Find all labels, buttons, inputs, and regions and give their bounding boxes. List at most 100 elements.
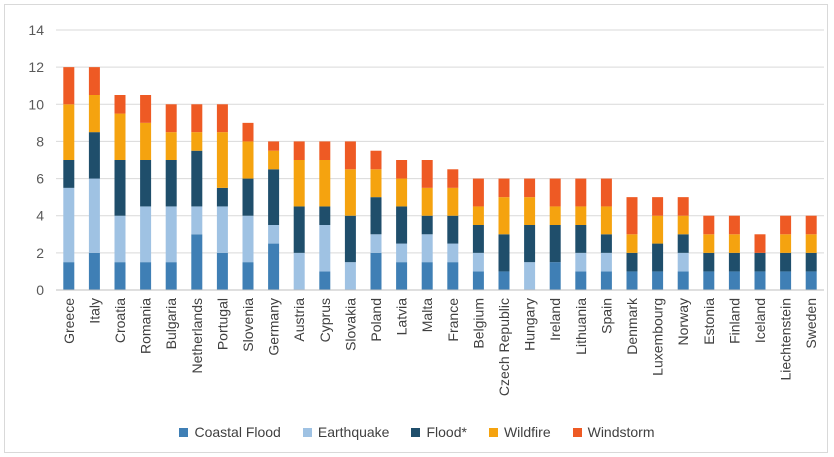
legend: Coastal Flood Earthquake Flood* Wildfire…	[0, 424, 834, 440]
bar-segment-windstorm	[396, 160, 408, 179]
bar-segment-wildfire	[370, 169, 382, 198]
bar-segment-flood	[114, 160, 126, 216]
bar-segment-coastal-flood	[88, 252, 100, 290]
bar-segment-windstorm	[498, 178, 510, 198]
bar-segment-flood	[524, 225, 536, 263]
bar-segment-windstorm	[805, 215, 817, 235]
bar-segment-earthquake	[140, 206, 152, 263]
bar-segment-earthquake	[396, 243, 408, 263]
x-tick-label: Greece	[61, 298, 77, 344]
bar-segment-flood	[370, 197, 382, 235]
bar-segment-wildfire	[293, 160, 305, 207]
x-tick-label: Cyprus	[317, 298, 333, 342]
bar-segment-flood	[319, 206, 331, 225]
x-tick-label: Liechtenstein	[778, 298, 794, 381]
y-axis-ticks: 0 2 4 6 8 10 12 14	[28, 22, 44, 298]
bar-segment-flood	[191, 150, 203, 207]
x-tick-label: Hungary	[522, 298, 538, 351]
bar-segment-windstorm	[319, 141, 331, 160]
bar-segment-coastal-flood	[728, 271, 740, 290]
bar-segment-wildfire	[575, 206, 587, 225]
bar-segment-flood	[293, 206, 305, 253]
legend-swatch-flood	[411, 427, 421, 437]
bar-segment-flood	[652, 243, 664, 272]
bar-segment-flood	[344, 215, 356, 263]
bar-segment-earthquake	[293, 252, 305, 290]
x-tick-label: Poland	[368, 298, 384, 342]
legend-swatch-wildfire	[488, 427, 498, 437]
bar-segment-coastal-flood	[396, 262, 408, 290]
bar-segment-flood	[754, 252, 766, 272]
bar-segment-earthquake	[63, 187, 75, 263]
bar-segment-flood	[88, 132, 100, 179]
bar-segment-windstorm	[728, 215, 740, 235]
bar-segment-windstorm	[524, 178, 536, 198]
x-tick-label: Denmark	[624, 297, 640, 355]
bar-segment-coastal-flood	[140, 262, 152, 290]
bar-segment-earthquake	[114, 215, 126, 263]
bar-segment-windstorm	[63, 67, 75, 105]
bar-segment-coastal-flood	[677, 271, 689, 290]
bar-segment-coastal-flood	[652, 271, 664, 290]
y-tick-label: 12	[28, 59, 44, 75]
x-tick-label: Slovakia	[342, 298, 358, 351]
bar-segment-coastal-flood	[165, 262, 177, 290]
bar-segment-earthquake	[344, 262, 356, 290]
bar-segment-windstorm	[575, 178, 587, 207]
x-tick-label: Spain	[598, 298, 614, 334]
x-tick-label: Ireland	[547, 298, 563, 341]
bar-segment-wildfire	[498, 197, 510, 235]
bar-segment-flood	[165, 160, 177, 207]
bar-segment-earthquake	[447, 243, 459, 263]
bar-segment-wildfire	[524, 197, 536, 225]
x-tick-label: Lithuania	[573, 298, 589, 355]
bar-segment-flood	[63, 160, 75, 188]
legend-label: Earthquake	[317, 424, 390, 440]
legend-label: Coastal Flood	[194, 424, 281, 440]
bar-segment-windstorm	[370, 150, 382, 170]
bar-segment-flood	[728, 252, 740, 272]
bar-segment-wildfire	[63, 104, 75, 160]
bar-segment-earthquake	[370, 234, 382, 253]
bar-segment-windstorm	[191, 104, 203, 133]
y-tick-label: 8	[36, 133, 44, 149]
bar-segment-flood	[268, 169, 280, 225]
bar-segment-flood	[805, 252, 817, 272]
x-tick-label: Austria	[291, 298, 307, 342]
bar-segment-coastal-flood	[191, 234, 203, 290]
bar-segment-windstorm	[447, 169, 459, 188]
bar-segment-windstorm	[472, 178, 484, 207]
bar-segment-wildfire	[703, 234, 715, 253]
bar-segment-windstorm	[780, 215, 792, 235]
bar-segment-earthquake	[421, 234, 433, 263]
bar-segment-flood	[396, 206, 408, 244]
bar-segment-wildfire	[805, 234, 817, 253]
bar-segment-coastal-flood	[549, 262, 561, 290]
legend-swatch-coastal-flood	[179, 427, 189, 437]
bar-segment-windstorm	[268, 141, 280, 151]
bar-segment-flood	[472, 225, 484, 253]
bar-segment-coastal-flood	[447, 262, 459, 290]
bar-segment-coastal-flood	[319, 271, 331, 290]
bar-segment-wildfire	[242, 141, 254, 179]
bar-segment-coastal-flood	[703, 271, 715, 290]
bar-segment-wildfire	[549, 206, 561, 225]
bar-segment-windstorm	[703, 215, 715, 235]
bar-segment-earthquake	[88, 178, 100, 253]
y-tick-label: 6	[36, 171, 44, 187]
bar-segment-earthquake	[268, 225, 280, 244]
bar-segment-windstorm	[114, 95, 126, 114]
legend-label: Wildfire	[503, 424, 551, 440]
bar-segment-flood	[242, 178, 254, 216]
bar-segment-coastal-flood	[472, 271, 484, 290]
x-tick-label: Malta	[419, 298, 435, 332]
legend-label: Windstorm	[587, 424, 655, 440]
bar-segment-wildfire	[114, 113, 126, 160]
bar-segment-coastal-flood	[114, 262, 126, 290]
bar-segment-windstorm	[652, 197, 664, 216]
bar-segment-windstorm	[421, 160, 433, 188]
bar-segment-windstorm	[88, 67, 100, 95]
bar-segment-windstorm	[344, 141, 356, 170]
bar-segment-wildfire	[140, 122, 152, 160]
bar-segment-coastal-flood	[626, 271, 638, 290]
